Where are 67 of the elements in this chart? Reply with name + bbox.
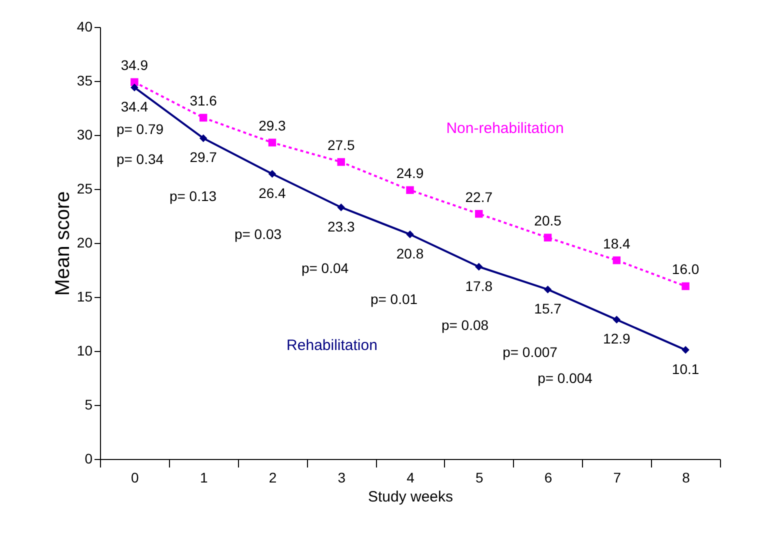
data-label: 29.7 (190, 149, 218, 166)
text: Rehabilitation (286, 337, 378, 354)
point (337, 158, 345, 166)
annotation: p= 0.04 (301, 260, 349, 276)
point (337, 203, 345, 212)
annotation: p= 0.13 (169, 188, 217, 204)
data-label: 17.8 (465, 278, 493, 294)
data-label: 16.0 (672, 261, 700, 278)
x-tick-label: 1 (200, 470, 208, 486)
point (199, 134, 208, 142)
point (406, 230, 414, 238)
y-tick-label: 20 (76, 234, 93, 250)
y-tick-label: 15 (76, 288, 93, 304)
annotation: p= 0.007 (502, 344, 558, 360)
x-tick-label: 6 (544, 470, 552, 486)
data-label: 29.3 (258, 118, 286, 134)
point (612, 256, 621, 264)
data-label: 27.5 (327, 137, 355, 153)
x-tick-label: 2 (268, 470, 277, 486)
data-label: 31.6 (190, 92, 218, 109)
data-label: 20.5 (534, 212, 562, 229)
point (544, 234, 552, 242)
y-tick-label: 5 (84, 396, 93, 412)
annotation: p= 0.01 (370, 291, 418, 307)
x-axis-title: Study weeks (368, 488, 454, 506)
point (268, 170, 276, 178)
x-tick-label: 8 (682, 470, 690, 486)
data-label: 12.9 (603, 330, 631, 347)
point (268, 138, 276, 146)
data-label: 10.1 (672, 360, 700, 377)
x-tick-label: 3 (338, 470, 346, 486)
point (406, 186, 414, 194)
data-label: 18.4 (603, 235, 631, 252)
text: Non-rehabilitation (446, 120, 564, 137)
data-label: 34.4 (120, 98, 148, 114)
annotation: p= 0.08 (441, 317, 489, 333)
data-label: 26.4 (258, 184, 286, 201)
point (130, 84, 138, 92)
y-tick-label: 40 (76, 18, 93, 34)
point (475, 210, 483, 218)
point (612, 316, 621, 324)
x-tick-label: 4 (406, 470, 415, 486)
data-label: 22.7 (465, 188, 493, 205)
data-label: 34.9 (120, 57, 148, 74)
annotation: p= 0.34 (116, 151, 164, 167)
point (544, 286, 552, 294)
y-tick-label: 30 (76, 126, 93, 142)
annotation: p= 0.03 (234, 226, 282, 242)
point (682, 346, 690, 354)
point (130, 78, 138, 86)
data-label: 15.7 (534, 300, 562, 316)
y-tick-label: 35 (76, 72, 93, 88)
point (475, 262, 483, 271)
y-tick-label: 10 (76, 342, 93, 358)
data-label: 20.8 (396, 245, 424, 262)
y-tick-label: 25 (76, 180, 93, 196)
point (199, 114, 208, 122)
y-tick-label: 0 (84, 450, 93, 466)
x-tick-label: 0 (131, 470, 140, 486)
x-tick-label: 5 (475, 470, 484, 486)
annotation: p= 0.79 (116, 121, 164, 137)
data-label: 23.3 (327, 218, 355, 234)
point (682, 282, 690, 290)
annotation: p= 0.004 (538, 370, 593, 386)
y-axis-title: Mean score (52, 191, 74, 296)
data-label: 24.9 (396, 165, 424, 182)
x-tick-label: 7 (613, 470, 622, 486)
